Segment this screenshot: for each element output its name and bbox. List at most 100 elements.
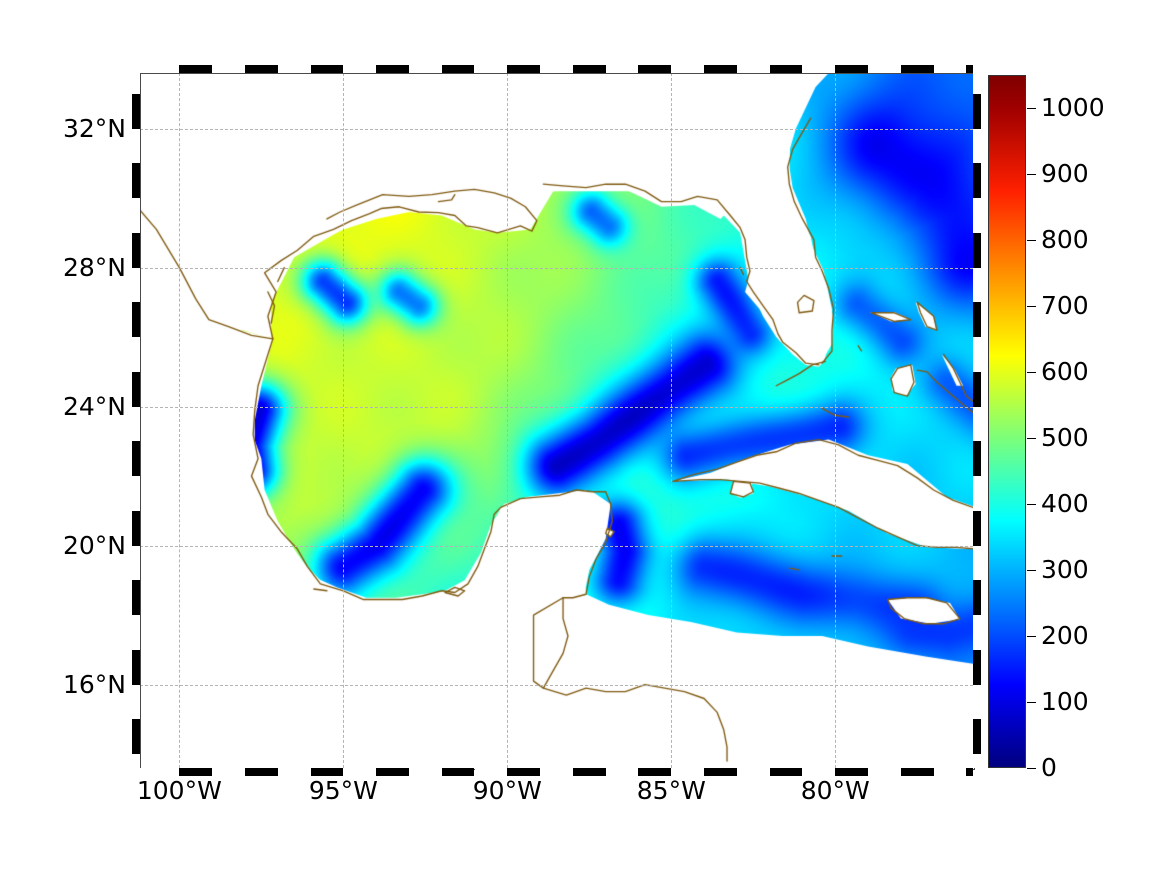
frame-tick-top bbox=[966, 65, 973, 73]
colorbar-tick-mark bbox=[1027, 702, 1036, 703]
frame-tick-left bbox=[132, 649, 140, 685]
frame-tick-left bbox=[132, 754, 140, 768]
frame-tick-bottom bbox=[474, 768, 508, 776]
frame-tick-top bbox=[605, 65, 639, 73]
colorbar-tick-label: 500 bbox=[1041, 423, 1089, 452]
frame-tick-top bbox=[408, 65, 442, 73]
latitude-tick-label: 20°N bbox=[62, 530, 126, 560]
frame-tick-right bbox=[973, 302, 981, 338]
frame-tick-right bbox=[973, 510, 981, 546]
frame-tick-top bbox=[769, 65, 803, 73]
frame-tick-bottom bbox=[146, 768, 180, 776]
colorbar-tick-label: 200 bbox=[1041, 621, 1089, 650]
map-plot-area[interactable] bbox=[140, 73, 973, 768]
frame-tick-right bbox=[973, 476, 981, 511]
frame-tick-left bbox=[132, 441, 140, 477]
colorbar-tick-label: 0 bbox=[1041, 753, 1057, 782]
frame-tick-right bbox=[973, 73, 981, 94]
frame-tick-bottom bbox=[736, 768, 770, 776]
geospatial-heatmap-canvas bbox=[140, 73, 973, 768]
frame-tick-left bbox=[132, 73, 140, 94]
frame-tick-bottom bbox=[835, 768, 869, 776]
longitude-tick-label: 80°W bbox=[800, 776, 870, 805]
colorbar-tick-mark bbox=[1027, 306, 1036, 307]
frame-tick-bottom bbox=[212, 768, 245, 776]
frame-tick-right bbox=[973, 198, 981, 233]
frame-tick-bottom bbox=[966, 768, 973, 776]
latitude-tick-label: 28°N bbox=[62, 252, 126, 282]
frame-tick-bottom bbox=[277, 768, 311, 776]
frame-tick-bottom bbox=[441, 768, 475, 776]
frame-tick-top bbox=[441, 65, 475, 73]
colorbar[interactable] bbox=[988, 75, 1026, 768]
frame-tick-left bbox=[132, 545, 140, 581]
frame-tick-left bbox=[132, 719, 140, 755]
frame-tick-left bbox=[132, 406, 140, 442]
colorbar-tick-mark bbox=[1027, 636, 1036, 637]
frame-tick-top bbox=[507, 65, 541, 73]
frame-tick-bottom bbox=[572, 768, 606, 776]
colorbar-tick-label: 600 bbox=[1041, 357, 1089, 386]
frame-tick-bottom bbox=[376, 768, 409, 776]
frame-tick-top bbox=[212, 65, 245, 73]
frame-tick-right bbox=[973, 267, 981, 303]
colorbar-tick-label: 400 bbox=[1041, 489, 1089, 518]
frame-tick-top bbox=[540, 65, 573, 73]
frame-tick-top bbox=[244, 65, 278, 73]
map-frame-border bbox=[132, 65, 981, 776]
frame-tick-right bbox=[973, 754, 981, 768]
frame-tick-bottom bbox=[802, 768, 836, 776]
frame-tick-top bbox=[900, 65, 934, 73]
frame-tick-top bbox=[376, 65, 409, 73]
frame-tick-left bbox=[132, 163, 140, 199]
latitude-tick-label: 16°N bbox=[62, 669, 126, 699]
frame-tick-right bbox=[973, 406, 981, 442]
frame-tick-top bbox=[933, 65, 967, 73]
colorbar-tick-label: 1000 bbox=[1041, 93, 1105, 122]
frame-tick-left bbox=[132, 267, 140, 303]
frame-tick-top bbox=[671, 65, 705, 73]
frame-tick-top bbox=[638, 65, 672, 73]
colorbar-tick-mark bbox=[1027, 240, 1036, 241]
frame-tick-top bbox=[868, 65, 901, 73]
frame-tick-bottom bbox=[933, 768, 967, 776]
frame-tick-left bbox=[132, 615, 140, 650]
frame-tick-right bbox=[973, 580, 981, 616]
frame-tick-left bbox=[132, 371, 140, 407]
frame-tick-bottom bbox=[638, 768, 672, 776]
frame-tick-top bbox=[140, 65, 147, 73]
colorbar-tick-mark bbox=[1027, 108, 1036, 109]
colorbar-tick-mark bbox=[1027, 174, 1036, 175]
frame-tick-bottom bbox=[310, 768, 344, 776]
colorbar-gradient bbox=[989, 76, 1025, 767]
frame-tick-right bbox=[973, 615, 981, 650]
frame-tick-right bbox=[973, 232, 981, 268]
frame-tick-bottom bbox=[868, 768, 901, 776]
frame-tick-top bbox=[736, 65, 770, 73]
frame-tick-bottom bbox=[140, 768, 147, 776]
frame-tick-right bbox=[973, 719, 981, 755]
frame-tick-bottom bbox=[704, 768, 737, 776]
longitude-tick-label: 95°W bbox=[308, 776, 378, 805]
colorbar-tick-mark bbox=[1027, 768, 1036, 769]
colorbar-tick-label: 900 bbox=[1041, 159, 1089, 188]
frame-tick-right bbox=[973, 684, 981, 720]
latitude-tick-label: 24°N bbox=[62, 391, 126, 421]
colorbar-tick-mark bbox=[1027, 438, 1036, 439]
frame-tick-left bbox=[132, 302, 140, 338]
longitude-tick-label: 85°W bbox=[636, 776, 706, 805]
frame-tick-top bbox=[802, 65, 836, 73]
frame-tick-left bbox=[132, 476, 140, 511]
frame-tick-right bbox=[973, 93, 981, 129]
frame-tick-bottom bbox=[769, 768, 803, 776]
frame-tick-top bbox=[835, 65, 869, 73]
frame-tick-top bbox=[572, 65, 606, 73]
longitude-tick-label: 90°W bbox=[472, 776, 542, 805]
colorbar-tick-label: 100 bbox=[1041, 687, 1089, 716]
frame-tick-top bbox=[310, 65, 344, 73]
frame-tick-right bbox=[973, 163, 981, 199]
colorbar-tick-mark bbox=[1027, 570, 1036, 571]
frame-tick-bottom bbox=[507, 768, 541, 776]
frame-tick-top bbox=[704, 65, 737, 73]
